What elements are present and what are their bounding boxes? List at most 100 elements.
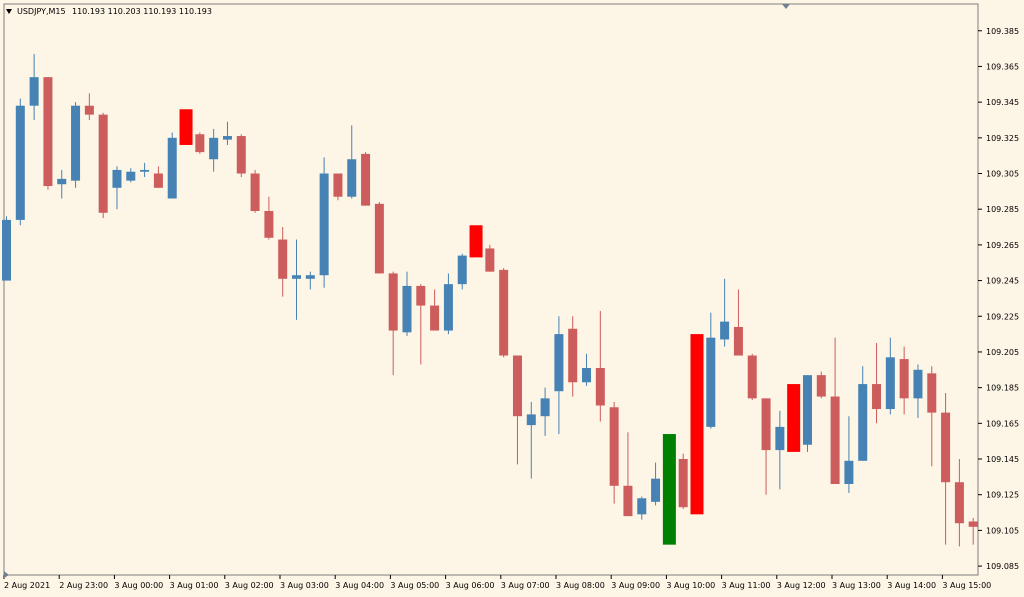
candle-body bbox=[443, 284, 453, 331]
candle bbox=[913, 364, 923, 418]
candle bbox=[347, 125, 357, 199]
x-tick-label: 2 Aug 2021 bbox=[4, 581, 50, 590]
candle-body bbox=[651, 478, 661, 502]
candle bbox=[858, 366, 868, 461]
candle bbox=[250, 169, 260, 213]
candle bbox=[57, 169, 67, 199]
signal-candle bbox=[690, 334, 704, 515]
candle bbox=[264, 196, 274, 240]
candle-body bbox=[512, 355, 522, 417]
candle-body bbox=[775, 426, 785, 451]
candle bbox=[126, 168, 136, 183]
candle-body bbox=[57, 178, 67, 185]
candle-body bbox=[29, 77, 39, 106]
candle-body bbox=[71, 105, 81, 181]
candle-body bbox=[2, 219, 11, 281]
candle-body bbox=[662, 434, 676, 545]
candle-body bbox=[637, 498, 647, 515]
candle-body bbox=[430, 305, 440, 331]
candle bbox=[885, 337, 895, 415]
x-tick-label: 3 Aug 09:00 bbox=[611, 581, 660, 590]
y-tick-label: 109.385 bbox=[986, 27, 1019, 36]
x-tick-label: 3 Aug 14:00 bbox=[887, 581, 936, 590]
candle bbox=[416, 284, 426, 365]
candle bbox=[637, 496, 647, 520]
candle-body bbox=[305, 275, 315, 279]
candle-body bbox=[84, 105, 94, 115]
candle-body bbox=[761, 398, 771, 451]
candle-body bbox=[388, 273, 398, 331]
candle-body bbox=[690, 334, 704, 515]
y-tick-label: 109.205 bbox=[986, 348, 1019, 357]
candle-body bbox=[126, 171, 136, 181]
candle bbox=[872, 343, 882, 424]
candle bbox=[292, 239, 302, 320]
candle bbox=[927, 366, 937, 467]
candle bbox=[319, 157, 329, 288]
x-tick-label: 3 Aug 07:00 bbox=[501, 581, 550, 590]
candle bbox=[941, 392, 951, 545]
candle-body bbox=[250, 173, 260, 211]
candle bbox=[402, 271, 412, 336]
candle bbox=[526, 401, 536, 479]
candle-body bbox=[457, 255, 467, 285]
x-tick-label: 3 Aug 12:00 bbox=[777, 581, 826, 590]
candle bbox=[720, 278, 730, 347]
candle-body bbox=[179, 109, 193, 145]
time-axis: 2 Aug 2021 2 Aug 23:00 3 Aug 00:00 3 Aug 01… bbox=[3, 575, 991, 590]
candle-body bbox=[347, 159, 357, 197]
candle-body bbox=[374, 203, 384, 274]
y-tick-label: 109.245 bbox=[986, 277, 1019, 286]
candle bbox=[167, 132, 177, 199]
candle bbox=[457, 253, 467, 290]
candle-body bbox=[706, 337, 716, 427]
candle bbox=[568, 316, 578, 397]
signal-candle bbox=[469, 225, 483, 258]
y-tick-label: 109.105 bbox=[986, 526, 1019, 535]
candle-body bbox=[485, 248, 495, 272]
candle-body bbox=[913, 369, 923, 399]
candle-body bbox=[15, 105, 25, 220]
candle bbox=[84, 93, 94, 120]
candle-body bbox=[844, 460, 854, 484]
candle bbox=[678, 453, 688, 509]
candle-body bbox=[609, 407, 619, 486]
candle bbox=[305, 271, 315, 290]
menu-triangle-icon[interactable] bbox=[6, 9, 12, 14]
candle-body bbox=[43, 77, 53, 187]
candle bbox=[554, 316, 564, 435]
x-tick-label: 3 Aug 00:00 bbox=[114, 581, 163, 590]
x-tick-label: 3 Aug 10:00 bbox=[666, 581, 715, 590]
candle bbox=[609, 401, 619, 504]
candle bbox=[816, 371, 826, 399]
y-tick-label: 109.165 bbox=[986, 419, 1019, 428]
candle-body bbox=[98, 114, 108, 213]
candle-body bbox=[582, 368, 592, 383]
candle-body bbox=[595, 368, 605, 406]
scroll-marker-icon[interactable] bbox=[4, 571, 9, 578]
x-tick-label: 3 Aug 04:00 bbox=[335, 581, 384, 590]
signal-candle bbox=[662, 434, 676, 545]
y-tick-label: 109.185 bbox=[986, 384, 1019, 393]
y-tick-label: 109.325 bbox=[986, 134, 1019, 143]
candle bbox=[499, 268, 509, 358]
x-tick-label: 3 Aug 03:00 bbox=[280, 581, 329, 590]
candle bbox=[2, 216, 11, 281]
y-tick-label: 109.305 bbox=[986, 170, 1019, 179]
candle bbox=[733, 289, 743, 356]
y-tick-label: 109.225 bbox=[986, 312, 1019, 321]
candle bbox=[485, 244, 495, 272]
candle bbox=[333, 173, 343, 201]
candle-body bbox=[361, 153, 371, 206]
candle-body bbox=[112, 169, 122, 188]
candle bbox=[844, 416, 854, 493]
chart-symbol: USDJPY,M15 bbox=[17, 7, 66, 16]
shift-marker-icon[interactable] bbox=[782, 4, 790, 9]
candle-body bbox=[816, 375, 826, 397]
candle bbox=[98, 112, 108, 219]
candle bbox=[374, 202, 384, 274]
candle bbox=[195, 132, 205, 154]
candle-body bbox=[678, 459, 688, 508]
